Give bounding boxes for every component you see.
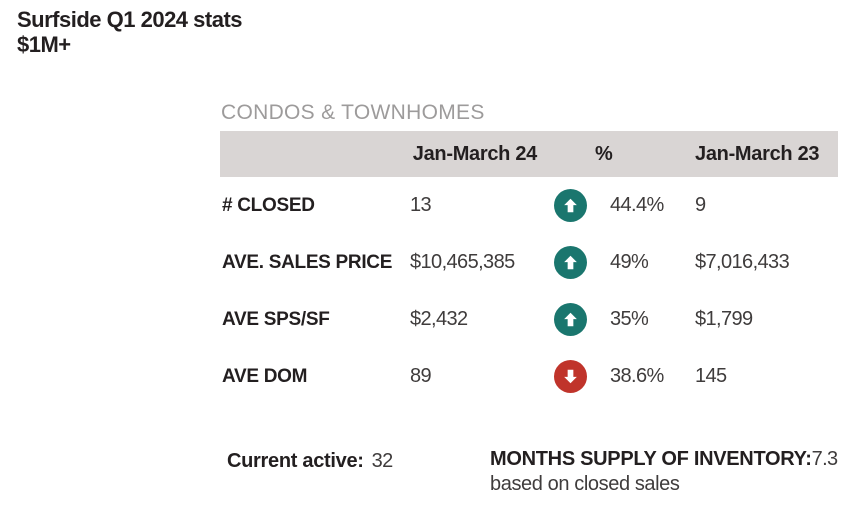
trend-up-arrow-icon bbox=[553, 303, 587, 336]
trend-up-arrow-icon bbox=[553, 246, 587, 279]
page-title-line2: $1M+ bbox=[17, 32, 71, 57]
percent-change-value: 49% bbox=[610, 251, 649, 273]
current-active-stat: Current active: 32 bbox=[227, 450, 393, 473]
prior-period-value: 145 bbox=[695, 365, 727, 387]
months-supply-value: 7.3 bbox=[811, 448, 839, 470]
current-active-label: Current active: bbox=[227, 450, 364, 472]
column-header-percent-change: % bbox=[595, 142, 613, 165]
percent-change-value: 44.4% bbox=[610, 194, 664, 216]
page-title: Surfside Q1 2024 stats $1M+ bbox=[17, 7, 243, 57]
months-supply-note: based on closed sales bbox=[490, 473, 680, 495]
row-label: AVE. SALES PRICE bbox=[222, 251, 393, 273]
column-header-prior-period: Jan-March 23 bbox=[695, 142, 820, 165]
current-period-value: 13 bbox=[410, 194, 432, 216]
percent-change-value: 38.6% bbox=[610, 365, 664, 387]
months-supply-label: MONTHS SUPPLY OF INVENTORY: bbox=[490, 448, 812, 470]
table-row-ave-sps-sf: AVE SPS/SF $2,432 35% $1,799 bbox=[220, 291, 838, 348]
page-title-line1: Surfside Q1 2024 stats bbox=[17, 7, 243, 32]
percent-change-value: 35% bbox=[610, 308, 649, 330]
prior-period-value: 9 bbox=[695, 194, 706, 216]
table-row-ave-dom: AVE DOM 89 38.6% 145 bbox=[220, 348, 838, 405]
row-label: # CLOSED bbox=[222, 194, 315, 216]
months-supply-stat: MONTHS SUPPLY OF INVENTORY:7.3 based on … bbox=[490, 447, 838, 497]
current-period-value: 89 bbox=[410, 365, 432, 387]
column-header-current-period: Jan-March 24 bbox=[412, 142, 538, 165]
section-label: CONDOS & TOWNHOMES bbox=[221, 101, 485, 124]
current-period-value: $10,465,385 bbox=[410, 251, 515, 273]
prior-period-value: $7,016,433 bbox=[695, 251, 790, 273]
table-header-row: Jan-March 24 % Jan-March 23 bbox=[220, 131, 838, 177]
stats-table: Jan-March 24 % Jan-March 23 # CLOSED 13 … bbox=[220, 131, 838, 405]
table-row-ave-sales-price: AVE. SALES PRICE $10,465,385 49% $7,016,… bbox=[220, 234, 838, 291]
trend-up-arrow-icon bbox=[553, 189, 587, 222]
table-row-closed: # CLOSED 13 44.4% 9 bbox=[220, 177, 838, 234]
row-label: AVE SPS/SF bbox=[222, 308, 330, 330]
row-label: AVE DOM bbox=[222, 365, 308, 387]
prior-period-value: $1,799 bbox=[695, 308, 753, 330]
trend-down-arrow-icon bbox=[553, 360, 587, 393]
current-period-value: $2,432 bbox=[410, 308, 468, 330]
current-active-value: 32 bbox=[371, 450, 394, 472]
